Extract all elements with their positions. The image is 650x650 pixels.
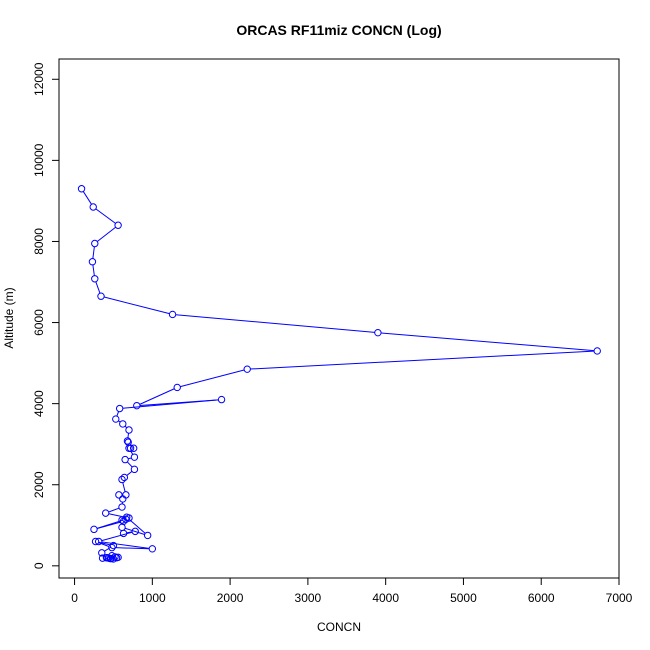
data-point — [593, 347, 601, 355]
data-point — [91, 239, 99, 248]
series-segment — [128, 518, 146, 534]
data-point — [120, 473, 129, 482]
series-segment — [98, 542, 110, 547]
data-point — [121, 455, 129, 464]
x-tick-label: 2000 — [217, 591, 244, 605]
series-segment — [82, 191, 92, 205]
x-tick-label: 7000 — [606, 591, 633, 605]
series-segment — [103, 296, 170, 315]
series-segment — [116, 411, 120, 417]
series-segment — [381, 332, 595, 352]
series-segment — [96, 226, 116, 242]
data-point — [77, 185, 86, 193]
x-tick-label: 1000 — [139, 591, 166, 605]
x-tick-label: 5000 — [450, 591, 477, 605]
data-point — [122, 513, 131, 521]
series-segment — [92, 264, 95, 276]
data-point — [243, 365, 251, 373]
data-point — [107, 554, 115, 563]
data-point — [91, 275, 99, 283]
chart-title: ORCAS RF11miz CONCN (Log) — [236, 22, 441, 38]
data-point — [91, 537, 100, 546]
y-tick-label: 4000 — [32, 390, 46, 417]
series-segment — [180, 369, 245, 388]
y-tick-label: 0 — [32, 562, 46, 569]
data-point — [143, 531, 152, 540]
data-point — [119, 420, 127, 428]
data-point — [173, 383, 181, 392]
data-point — [130, 453, 139, 461]
series-segment — [128, 457, 132, 460]
y-axis-label: Altitude (m) — [2, 287, 16, 348]
series-segment — [250, 350, 595, 370]
data-point — [125, 426, 133, 434]
series-segment — [96, 521, 121, 529]
data-point — [98, 554, 107, 562]
series-layer — [77, 185, 601, 563]
data-point — [90, 525, 98, 534]
data-point — [168, 310, 177, 319]
data-point — [130, 465, 139, 474]
series-segment — [126, 461, 133, 468]
series-segment — [101, 541, 150, 549]
series-segment — [139, 388, 175, 405]
series-segment — [122, 482, 126, 492]
y-tick-label: 12000 — [32, 62, 46, 96]
data-point — [119, 495, 127, 503]
data-point — [112, 415, 120, 423]
x-tick-label: 3000 — [295, 591, 322, 605]
data-point — [118, 523, 126, 532]
data-point — [97, 292, 105, 300]
data-point — [129, 444, 138, 452]
series-segment — [115, 547, 150, 550]
series-segment — [122, 399, 219, 409]
series-segment — [98, 541, 111, 546]
data-point — [118, 475, 126, 484]
data-point — [148, 545, 157, 553]
data-point — [114, 221, 122, 229]
data-point — [89, 203, 97, 211]
data-point — [133, 401, 141, 410]
data-point — [118, 503, 126, 511]
data-point — [101, 509, 110, 517]
data-point — [94, 537, 103, 546]
data-point — [114, 553, 122, 562]
series-segment — [108, 507, 120, 513]
series-segment — [92, 246, 95, 259]
y-tick-label: 2000 — [32, 471, 46, 498]
data-point — [131, 527, 139, 536]
y-axis: 0 2000 4000 6000 8000 10000 12000 — [32, 62, 60, 569]
x-axis: 0 1000 2000 3000 4000 5000 6000 7000 — [71, 577, 633, 605]
y-tick-label: 6000 — [32, 309, 46, 336]
data-point — [102, 554, 111, 562]
x-tick-label: 6000 — [528, 591, 555, 605]
data-point — [125, 444, 133, 452]
series-segment — [124, 527, 145, 535]
plot-area — [58, 58, 620, 579]
y-tick-label: 10000 — [32, 143, 46, 177]
series-segment — [175, 314, 375, 333]
y-tick-label: 8000 — [32, 228, 46, 255]
data-point — [374, 328, 382, 337]
data-point — [123, 437, 132, 445]
x-tick-label: 0 — [71, 591, 78, 605]
data-point — [109, 541, 118, 550]
series-segment — [126, 470, 133, 476]
data-point — [88, 258, 97, 266]
data-point — [217, 395, 226, 404]
x-tick-label: 4000 — [372, 591, 399, 605]
series-segment — [104, 546, 111, 552]
data-point — [108, 543, 116, 552]
series-segment — [95, 208, 116, 224]
series-segment — [127, 433, 130, 438]
data-point — [115, 491, 123, 499]
series-segment — [101, 531, 133, 542]
series-segment — [95, 281, 101, 294]
data-point — [98, 549, 106, 557]
x-axis-label: CONCN — [317, 620, 361, 634]
data-point — [119, 529, 128, 538]
data-point — [115, 404, 124, 413]
